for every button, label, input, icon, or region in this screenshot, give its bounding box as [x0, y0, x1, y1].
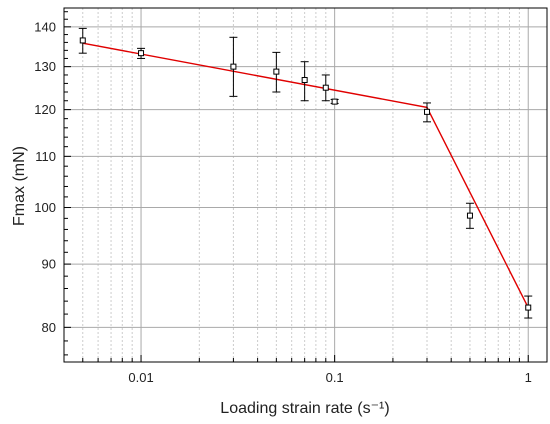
axis-ticks [63, 11, 529, 362]
y-tick-labels: 80 90 100 110 120 130 140 [34, 19, 56, 335]
y-tick-label: 140 [34, 19, 56, 34]
plot-frame [63, 7, 548, 363]
y-tick-label: 80 [42, 320, 56, 335]
y-tick-label: 100 [34, 200, 56, 215]
data-point-marker [138, 50, 145, 57]
y-axis-title: Fmax (mN) [11, 146, 28, 226]
y-tick-label: 120 [34, 102, 56, 117]
data-point-marker [322, 84, 329, 91]
plot-area [64, 8, 547, 362]
x-tick-label: 0.1 [326, 370, 344, 385]
data-point-marker [525, 304, 532, 311]
x-tick-labels: 0.01 0.1 1 [128, 370, 531, 385]
y-tick-label: 110 [35, 149, 56, 164]
data-point-marker [273, 68, 280, 75]
data-point-marker [230, 63, 237, 70]
data-points [78, 27, 533, 319]
y-tick-label: 130 [34, 59, 56, 74]
x-tick-label: 0.01 [128, 370, 153, 385]
y-tick-label: 90 [42, 257, 56, 272]
data-point-marker [79, 37, 86, 44]
data-point-marker [331, 98, 338, 105]
data-point-marker [466, 212, 473, 219]
x-axis-title: Loading strain rate (s⁻¹) [220, 400, 389, 417]
x-tick-label: 1 [525, 370, 532, 385]
data-point-marker [301, 77, 308, 84]
data-point-marker [424, 108, 431, 115]
